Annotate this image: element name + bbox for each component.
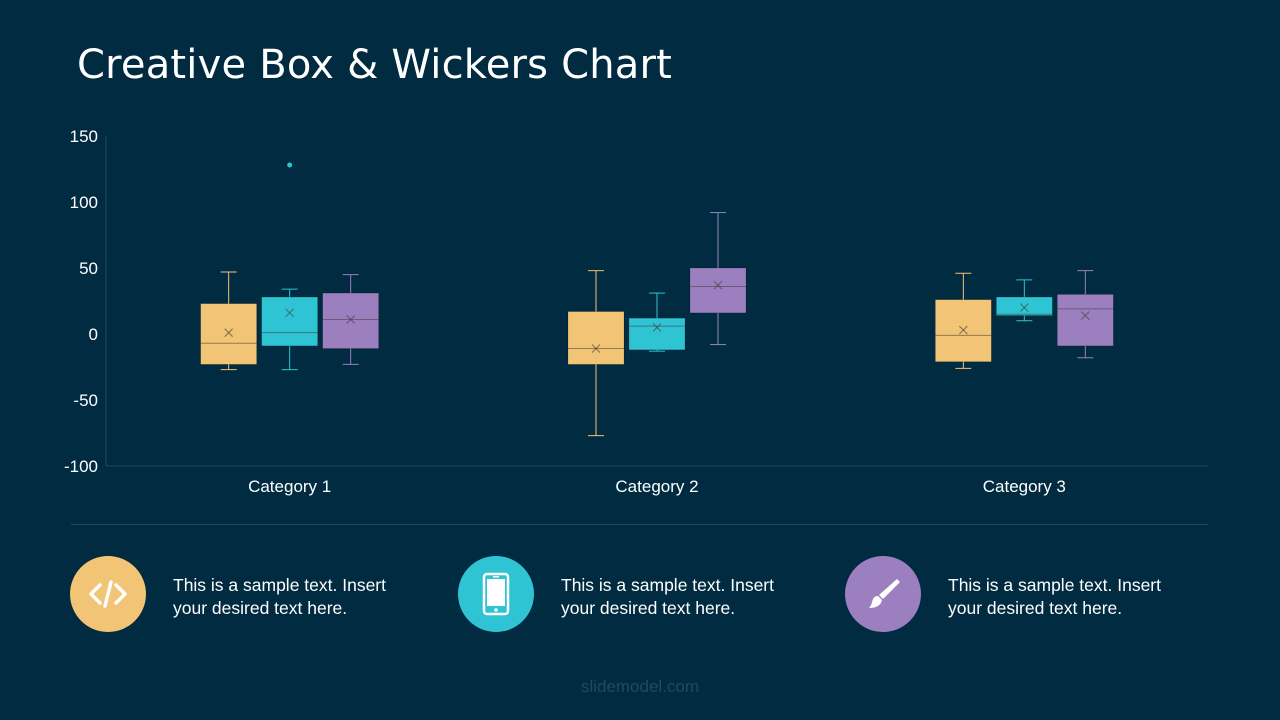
x-tick-label: Category 1 xyxy=(248,477,331,496)
mean-marker xyxy=(285,308,295,318)
code-icon xyxy=(70,556,146,632)
mean-marker xyxy=(346,315,356,324)
x-tick-label: Category 2 xyxy=(615,477,698,496)
feature-text: This is a sample text. Insert your desir… xyxy=(173,575,386,618)
mean-marker xyxy=(1019,303,1029,313)
feature-text: This is a sample text. Insert your desir… xyxy=(561,575,774,618)
y-tick-label: -100 xyxy=(64,457,98,476)
box-rect xyxy=(567,311,625,365)
box-rect xyxy=(200,303,257,365)
box-rect xyxy=(261,296,318,347)
y-tick-label: 100 xyxy=(70,193,98,212)
y-tick-label: -50 xyxy=(73,391,98,410)
mean-marker xyxy=(224,328,234,338)
y-tick-label: 150 xyxy=(70,127,98,146)
mean-marker xyxy=(713,280,723,290)
box-rect xyxy=(628,317,686,351)
box-rect xyxy=(996,296,1053,316)
mean-marker xyxy=(652,322,662,332)
smartphone-icon xyxy=(458,556,534,632)
box-whisker-chart: -100 -50 0 50 100 150 Category 1 Category 2 Cate… xyxy=(64,127,1208,496)
mean-marker xyxy=(591,344,601,353)
feature-text: This is a sample text. Insert your desir… xyxy=(948,575,1161,618)
paintbrush-icon xyxy=(845,556,921,632)
y-tick-label: 0 xyxy=(89,325,98,344)
mean-marker xyxy=(1080,311,1090,320)
box-rect xyxy=(1057,294,1114,347)
section-divider xyxy=(71,524,1208,525)
footer-watermark: slidemodel.com xyxy=(580,677,700,696)
slide-title: Creative Box & Wickers Chart xyxy=(77,42,673,88)
y-tick-label: 50 xyxy=(79,259,98,278)
x-tick-label: Category 3 xyxy=(983,477,1066,496)
mean-marker xyxy=(958,325,968,335)
box-rect xyxy=(689,267,747,314)
outlier-point xyxy=(287,162,293,168)
box-rect xyxy=(322,292,379,349)
